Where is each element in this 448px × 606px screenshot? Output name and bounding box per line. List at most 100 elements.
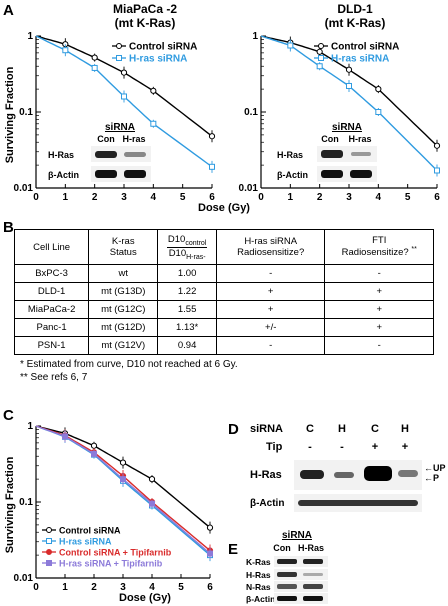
inset-sirna-title: siRNA: [331, 122, 362, 133]
legend-marker: [318, 55, 324, 61]
panel-a-right-title: DLD-1 (mt K-Ras): [290, 2, 420, 30]
series-line: [260, 35, 438, 171]
table-cell-status: mt (G12V): [88, 336, 159, 355]
x-tick-label: 2: [317, 192, 323, 203]
header-kras-line2: Status: [109, 247, 137, 258]
x-tick-label: 6: [209, 192, 215, 203]
blot-band: [124, 152, 146, 157]
legend-label: Control siRNA: [331, 42, 399, 53]
arrow-p-label: ←P: [424, 473, 440, 483]
panel-d: siRNA Tip C H C H - - + + H-Ras β-Actin …: [250, 420, 446, 530]
header-fti-mark: **: [411, 246, 417, 254]
panel-e-lane-hras: H-Ras: [297, 543, 324, 553]
table-row: Panc-1 mt (G12D) 1.13* +/- +: [13, 318, 434, 337]
data-point: [119, 459, 127, 466]
inset-blot-hras: [317, 146, 377, 162]
inset-lane-hras: H-ras: [348, 134, 372, 144]
tip-2-label: -: [340, 441, 344, 453]
legend-label: H-ras siRNA: [59, 537, 112, 547]
inset-blot-actin: [91, 166, 151, 182]
table-body: BxPC-3 wt 1.00- - DLD-1 mt (G13D) 1.22 + + MiaPaC…: [13, 264, 434, 355]
legend-marker: [116, 43, 122, 49]
x-tick-label: 2: [92, 192, 98, 203]
legend-marker: [46, 527, 52, 533]
data-point: [149, 500, 155, 507]
panel-a-right-title-line2: (mt K-Ras): [324, 16, 386, 30]
footnote-2: ** See refs 6, 7: [20, 372, 88, 383]
x-tick-label: 1: [62, 582, 68, 593]
data-point: [375, 109, 382, 115]
panel-e-blot-actin: [274, 593, 328, 604]
d10-den-text: D10: [168, 247, 187, 259]
blot-band: [303, 596, 323, 601]
blot-band: [277, 572, 297, 577]
data-point: [434, 167, 440, 174]
table-row: PSN-1 mt (G12V) 0.94- -: [13, 336, 434, 355]
table-cell-cell: PSN-1: [13, 336, 90, 355]
header-fti: FTI Radiosensitize? **: [324, 229, 434, 265]
arrow-up-label: ←UP: [424, 463, 446, 473]
blot-band: [298, 500, 418, 506]
header-fti-line2-text: Radiosensitize?: [341, 247, 409, 259]
data-point: [207, 550, 213, 557]
panel-e-sirna-label: siRNA: [281, 530, 312, 541]
arrow-up-text: UP: [433, 463, 446, 473]
data-point: [150, 120, 157, 127]
arrow-p-text: P: [433, 473, 440, 483]
x-tick-label: 1: [288, 192, 294, 203]
data-point: [208, 133, 216, 140]
data-point: [206, 524, 214, 531]
d10-num-text: D10: [167, 233, 186, 245]
panel-label-e: E: [228, 541, 239, 558]
legend-marker: [46, 538, 52, 544]
table-row: BxPC-3 wt 1.00- -: [13, 264, 434, 283]
data-point: [345, 66, 353, 73]
panel-d-arrows: ←UP ←P: [424, 463, 446, 483]
panel-e-lane-con: Con: [273, 543, 291, 553]
tip-4-label: +: [401, 441, 409, 453]
data-point: [287, 42, 294, 49]
blot-band: [277, 559, 297, 564]
x-tick-label: 4: [376, 192, 382, 203]
y-tick-label: 1: [27, 421, 33, 432]
panel-a-left-title-line2: (mt K-Ras): [114, 16, 176, 30]
panel-e-blot-nras: [274, 581, 328, 592]
panel-d-sirna-label: siRNA: [250, 423, 284, 435]
inset-row-hras: H-Ras: [48, 150, 75, 160]
y-axis-label: Surviving Fraction: [4, 66, 16, 163]
panel-d-blot-hras: [294, 460, 422, 490]
lane-4-label: H: [401, 423, 409, 435]
header-fti-line1: FTI: [372, 235, 387, 247]
legend-label: Control siRNA + Tipifarnib: [59, 548, 172, 558]
x-tick-label: 5: [180, 192, 186, 203]
blot-band: [95, 170, 117, 178]
blot-band: [334, 472, 354, 478]
inset-row-hras: H-Ras: [277, 150, 304, 160]
inset-sirna-title: siRNA: [104, 122, 135, 133]
blot-band: [303, 584, 323, 589]
inset-row-actin: β-Actin: [277, 170, 308, 180]
data-point: [433, 142, 441, 149]
y-tick-label: 1: [27, 31, 33, 42]
data-point: [91, 54, 98, 61]
blot-band: [95, 151, 117, 158]
legend-marker: [116, 55, 122, 61]
header-kras-line1: K-ras: [111, 236, 135, 247]
panel-a-right-title-line1: DLD-1: [337, 2, 373, 16]
x-tick-label: 0: [258, 192, 264, 203]
inset-lane-hras: H-ras: [122, 134, 146, 144]
inset-lane-con: Con: [97, 134, 115, 144]
x-tick-label: 0: [33, 582, 39, 593]
x-tick-label: 3: [120, 582, 126, 593]
header-hras-line2: Radiosensitize?: [237, 247, 305, 258]
y-tick-label: 0.01: [239, 183, 259, 194]
y-tick-label: 0.01: [14, 183, 34, 194]
blot-band: [277, 596, 297, 601]
blot-band: [321, 170, 343, 178]
inset-row-actin: β-Actin: [48, 170, 79, 180]
x-tick-label: 0: [33, 192, 39, 203]
panel-a-left-title: MiaPaCa -2 (mt K-Ras): [70, 2, 220, 30]
y-tick-label: 0.1: [19, 107, 33, 118]
blot-band: [398, 470, 418, 477]
